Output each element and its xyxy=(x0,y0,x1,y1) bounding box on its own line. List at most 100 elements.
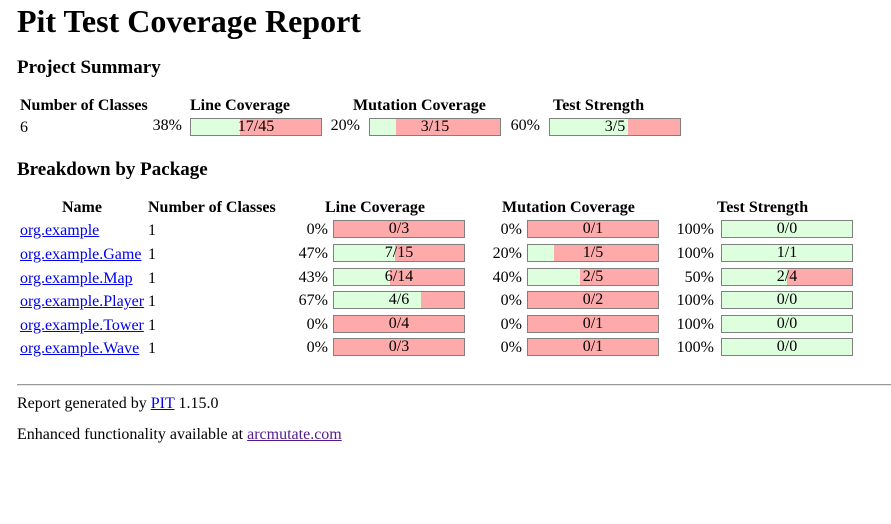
summary-header-mutation: Mutation Coverage xyxy=(353,97,486,114)
coverage-fill xyxy=(722,245,852,261)
breakdown-header-strength: Test Strength xyxy=(717,199,809,216)
coverage-fill xyxy=(191,119,241,135)
package-link[interactable]: org.example.Player xyxy=(20,293,145,310)
package-strength-bar: 0/0 xyxy=(721,220,853,238)
coverage-label: 0/3 xyxy=(388,220,410,237)
breakdown-heading: Breakdown by Package xyxy=(17,159,208,180)
package-strength-pct: 100% xyxy=(676,316,714,333)
coverage-fill xyxy=(722,339,852,355)
package-line-pct: 0% xyxy=(306,339,328,356)
coverage-label: 0/4 xyxy=(388,315,410,332)
package-strength-bar: 1/1 xyxy=(721,244,853,262)
package-line-pct: 43% xyxy=(298,269,328,286)
coverage-label: 0/0 xyxy=(776,220,798,237)
package-mutation-bar: 2/5 xyxy=(527,268,659,286)
coverage-label: 0/1 xyxy=(582,338,604,355)
package-strength-pct: 100% xyxy=(676,292,714,309)
project-summary-heading: Project Summary xyxy=(17,57,161,78)
package-line-pct: 0% xyxy=(306,316,328,333)
package-class-count: 1 xyxy=(148,340,156,357)
coverage-label: 1/5 xyxy=(582,244,604,261)
package-line-bar: 7/15 xyxy=(333,244,465,262)
summary-header-line: Line Coverage xyxy=(190,97,290,114)
footer-divider xyxy=(17,384,891,386)
coverage-fill xyxy=(334,245,395,261)
coverage-label: 0/0 xyxy=(776,315,798,332)
coverage-fill xyxy=(528,269,580,285)
package-strength-bar: 0/0 xyxy=(721,315,853,333)
summary-mutation-pct: 20% xyxy=(330,117,360,134)
breakdown-header-mutation: Mutation Coverage xyxy=(502,199,635,216)
coverage-label: 6/14 xyxy=(384,268,414,285)
enhanced-line: Enhanced functionality available at arcm… xyxy=(17,426,342,444)
package-link[interactable]: org.example.Game xyxy=(20,246,142,263)
summary-classes-value: 6 xyxy=(20,119,28,136)
pit-version: 1.15.0 xyxy=(178,395,219,412)
coverage-fill xyxy=(722,316,852,332)
coverage-label: 0/1 xyxy=(582,220,604,237)
breakdown-header-classes: Number of Classes xyxy=(148,199,276,216)
summary-header-strength: Test Strength xyxy=(553,97,645,114)
package-link[interactable]: org.example xyxy=(20,222,100,239)
coverage-label: 4/6 xyxy=(388,291,410,308)
package-line-pct: 67% xyxy=(298,292,328,309)
package-link[interactable]: org.example.Tower xyxy=(20,317,144,334)
package-mutation-bar: 0/1 xyxy=(527,338,659,356)
package-link[interactable]: org.example.Map xyxy=(20,270,133,287)
package-mutation-pct: 40% xyxy=(492,269,522,286)
summary-strength-pct: 60% xyxy=(510,117,540,134)
coverage-fill xyxy=(528,245,554,261)
package-strength-pct: 100% xyxy=(676,221,714,238)
coverage-fill xyxy=(722,269,787,285)
coverage-label: 0/2 xyxy=(582,291,604,308)
generated-by-text: Report generated by xyxy=(17,395,147,412)
coverage-fill xyxy=(550,119,628,135)
arcmutate-link[interactable]: arcmutate.com xyxy=(247,426,342,443)
package-mutation-bar: 1/5 xyxy=(527,244,659,262)
coverage-label: 7/15 xyxy=(384,244,414,261)
package-mutation-pct: 0% xyxy=(500,316,522,333)
pit-link[interactable]: PIT xyxy=(150,395,175,412)
package-class-count: 1 xyxy=(148,222,156,239)
summary-mutation-bar: 3/15 xyxy=(369,118,501,136)
package-line-bar: 0/3 xyxy=(333,220,465,238)
coverage-label: 0/3 xyxy=(388,338,410,355)
coverage-label: 17/45 xyxy=(237,118,275,135)
coverage-label: 2/4 xyxy=(776,268,798,285)
package-strength-pct: 50% xyxy=(684,269,714,286)
summary-line-bar: 17/45 xyxy=(190,118,322,136)
coverage-label: 3/15 xyxy=(420,118,450,135)
summary-line-pct: 38% xyxy=(152,117,182,134)
package-class-count: 1 xyxy=(148,270,156,287)
summary-header-classes: Number of Classes xyxy=(20,97,148,114)
generated-by-line: Report generated by PIT 1.15.0 xyxy=(17,395,218,413)
package-mutation-pct: 0% xyxy=(500,221,522,238)
coverage-fill xyxy=(334,292,421,308)
coverage-fill xyxy=(722,292,852,308)
coverage-fill xyxy=(334,269,390,285)
coverage-label: 0/1 xyxy=(582,315,604,332)
enhanced-text: Enhanced functionality available at xyxy=(17,426,244,443)
package-line-bar: 4/6 xyxy=(333,291,465,309)
coverage-label: 1/1 xyxy=(776,244,798,261)
summary-strength-bar: 3/5 xyxy=(549,118,681,136)
package-line-bar: 0/4 xyxy=(333,315,465,333)
package-mutation-bar: 0/1 xyxy=(527,315,659,333)
package-mutation-pct: 20% xyxy=(492,245,522,262)
package-link[interactable]: org.example.Wave xyxy=(20,340,140,357)
breakdown-header-name: Name xyxy=(62,199,102,216)
coverage-fill xyxy=(370,119,396,135)
package-mutation-bar: 0/2 xyxy=(527,291,659,309)
package-strength-bar: 2/4 xyxy=(721,268,853,286)
package-line-bar: 0/3 xyxy=(333,338,465,356)
package-line-bar: 6/14 xyxy=(333,268,465,286)
package-mutation-pct: 0% xyxy=(500,339,522,356)
package-strength-bar: 0/0 xyxy=(721,291,853,309)
coverage-label: 2/5 xyxy=(582,268,604,285)
coverage-label: 0/0 xyxy=(776,291,798,308)
package-class-count: 1 xyxy=(148,317,156,334)
package-strength-pct: 100% xyxy=(676,245,714,262)
package-class-count: 1 xyxy=(148,293,156,310)
breakdown-header-line: Line Coverage xyxy=(325,199,425,216)
package-line-pct: 0% xyxy=(306,221,328,238)
